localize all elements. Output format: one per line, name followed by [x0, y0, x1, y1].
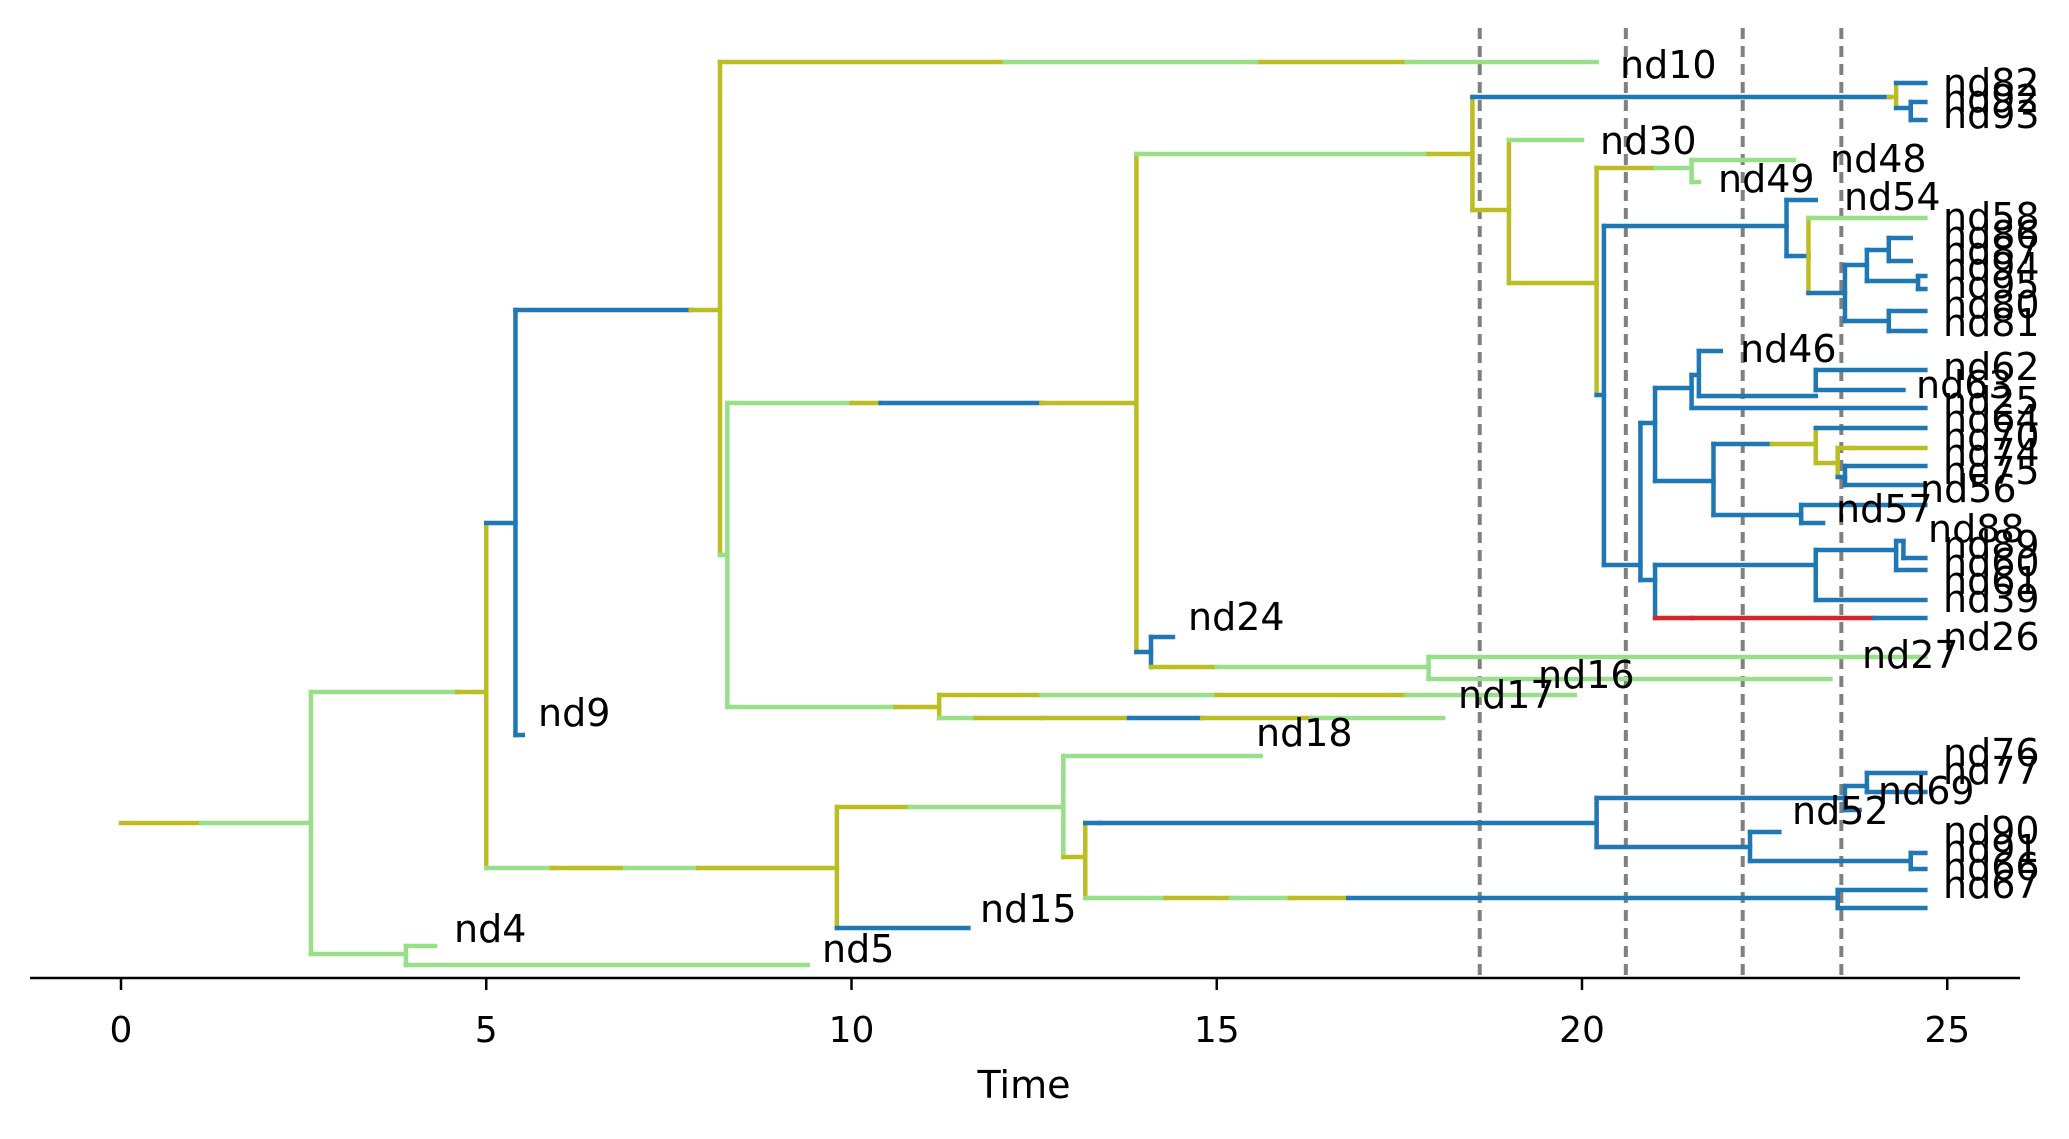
tip-label-nd60: nd60 [1943, 541, 2040, 585]
tip-label-nd62: nd62 [1943, 345, 2040, 389]
tip-label-nd24: nd24 [1188, 595, 1285, 639]
tip-label-nd64: nd64 [1943, 397, 2040, 441]
x-axis-ticks: 0 5 10 15 20 25 [110, 978, 1970, 1051]
tip-label-nd67: nd67 [1943, 863, 2040, 907]
tip-label-nd74: nd74 [1943, 431, 2040, 475]
tip-labels: nd10 nd82 nd92 nd93 nd30 nd48 nd49 nd54 … [454, 43, 2040, 971]
tip-label-nd77: nd77 [1943, 749, 2040, 793]
tip-label-nd49: nd49 [1718, 157, 1815, 201]
tip-label-nd26: nd26 [1943, 615, 2040, 659]
tip-label-nd94: nd94 [1943, 245, 2040, 289]
tip-label-nd76: nd76 [1943, 731, 2040, 775]
x-tick-label: 15 [1194, 1010, 1240, 1051]
tip-label-nd82: nd82 [1943, 61, 2040, 105]
tip-label-nd15: nd15 [980, 887, 1077, 931]
tip-label-nd30: nd30 [1600, 119, 1697, 163]
tip-label-nd16: nd16 [1538, 653, 1635, 697]
tip-label-nd4: nd4 [454, 907, 526, 951]
tip-label-nd87: nd87 [1943, 229, 2040, 273]
x-axis-title: Time [977, 1063, 1071, 1107]
tip-label-nd61: nd61 [1943, 559, 2040, 603]
tip-label-nd90: nd90 [1943, 809, 2040, 853]
tip-label-nd46: nd46 [1740, 327, 1837, 371]
x-tick-label: 20 [1559, 1010, 1605, 1051]
tip-label-nd25: nd25 [1943, 379, 2040, 423]
tip-label-nd58: nd58 [1943, 195, 2040, 239]
tip-label-nd66: nd66 [1943, 845, 2040, 889]
tip-label-nd17: nd17 [1458, 673, 1555, 717]
tip-label-nd57: nd57 [1836, 487, 1933, 531]
tip-label-nd75: nd75 [1943, 449, 2040, 493]
tip-label-nd70: nd70 [1943, 415, 2040, 459]
x-tick-label: 5 [475, 1010, 498, 1051]
x-tick-label: 25 [1924, 1010, 1970, 1051]
tip-label-nd93: nd93 [1943, 93, 2040, 137]
tip-label-nd69: nd69 [1878, 769, 1975, 813]
tip-label-nd56: nd56 [1920, 467, 2017, 511]
x-axis: 0 5 10 15 20 25 Time [30, 976, 2020, 1107]
tip-label-nd88: nd88 [1928, 507, 2025, 551]
tip-label-nd10: nd10 [1620, 43, 1717, 87]
tip-label-nd5: nd5 [822, 927, 894, 971]
tip-label-nd89: nd89 [1943, 523, 2040, 567]
tip-label-nd52: nd52 [1792, 789, 1889, 833]
tip-label-nd95: nd95 [1943, 263, 2040, 307]
tip-label-nd9: nd9 [538, 691, 610, 735]
x-tick-label: 0 [110, 1010, 133, 1051]
tip-label-nd81: nd81 [1943, 301, 2040, 345]
tip-label-nd63: nd63 [1916, 363, 2013, 407]
tip-label-nd27: nd27 [1862, 633, 1959, 677]
tip-label-nd48: nd48 [1830, 137, 1927, 181]
tip-label-nd80: nd80 [1943, 283, 2040, 327]
tip-label-nd86: nd86 [1943, 213, 2040, 257]
tip-label-nd18: nd18 [1256, 711, 1353, 755]
tip-label-nd39: nd39 [1943, 577, 2040, 621]
tip-label-nd92: nd92 [1943, 77, 2040, 121]
tree-branches [118, 59, 1928, 968]
tip-label-nd54: nd54 [1844, 175, 1941, 219]
tip-label-nd91: nd91 [1943, 827, 2040, 871]
x-tick-label: 10 [829, 1010, 875, 1051]
